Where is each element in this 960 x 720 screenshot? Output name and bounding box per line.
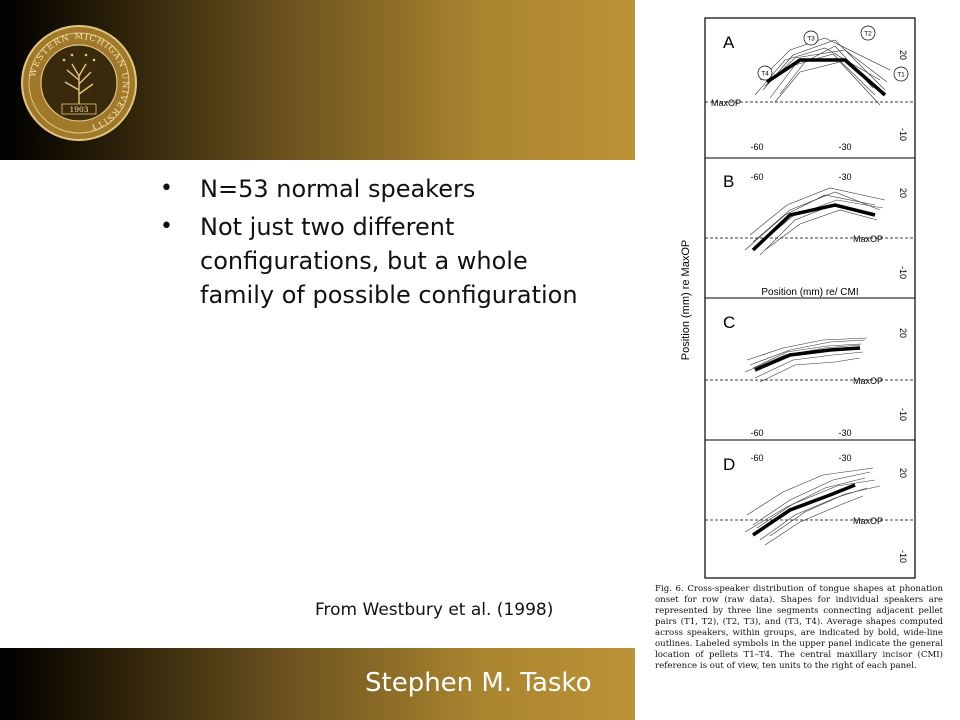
y-tick-label: 20: [898, 188, 908, 198]
x-axis-label: Position (mm) re/ CMI: [761, 287, 858, 298]
pellet-label: T2: [864, 31, 872, 38]
footer-band: [0, 648, 635, 720]
y-tick-label: 20: [898, 50, 908, 60]
x-tick-label: -30: [838, 428, 851, 438]
university-seal: WESTERN MICHIGAN UNIVERSITY 1903: [21, 25, 137, 141]
author-name: Stephen M. Tasko: [365, 668, 592, 698]
speaker-traces: [744, 467, 881, 546]
seal-year: 1903: [69, 105, 88, 114]
maxop-label: MaxOP: [853, 234, 883, 244]
x-tick-label: -60: [750, 142, 763, 152]
y-tick-label: -10: [898, 128, 908, 141]
bullet-item: Not just two different configurations, b…: [160, 210, 600, 312]
source-credit: From Westbury et al. (1998): [315, 600, 554, 620]
x-tick-label: -60: [750, 428, 763, 438]
panel-letter-c: C: [723, 313, 735, 332]
mean-shape: [754, 346, 861, 372]
bullet-list: N=53 normal speakers Not just two differ…: [160, 172, 600, 316]
tongue-shape-figure: Position (mm) re MaxOP A MaxOP 20 -10 -6…: [680, 17, 916, 579]
panel-letter-a: A: [723, 33, 735, 52]
figure-caption: Fig. 6. Cross-speaker distribution of to…: [655, 584, 943, 671]
pellet-label: T1: [897, 72, 905, 79]
pellet-markers: T4 T3 T2 T1: [757, 25, 909, 82]
maxop-label: MaxOP: [711, 98, 741, 108]
mean-shape: [752, 483, 856, 537]
star-icon: [62, 53, 96, 62]
x-tick-label: -30: [838, 453, 851, 463]
maxop-label: MaxOP: [853, 516, 883, 526]
y-axis-label: Position (mm) re MaxOP: [680, 240, 692, 360]
y-tick-label: -10: [898, 408, 908, 421]
pellet-label: T3: [807, 36, 815, 43]
panel-letter-d: D: [723, 455, 735, 474]
x-tick-label: -30: [838, 172, 851, 182]
speaker-traces: [744, 337, 868, 383]
x-tick-label: -60: [750, 453, 763, 463]
y-tick-label: 20: [898, 468, 908, 478]
bullet-item: N=53 normal speakers: [160, 172, 600, 206]
x-tick-label: -30: [838, 142, 851, 152]
y-tick-label: 20: [898, 328, 908, 338]
panel-letter-b: B: [723, 172, 734, 191]
y-tick-label: -10: [898, 550, 908, 563]
mean-shape: [766, 58, 887, 97]
y-tick-label: -10: [898, 266, 908, 279]
mean-shape: [751, 203, 876, 252]
x-tick-label: -60: [750, 172, 763, 182]
maxop-label: MaxOP: [853, 376, 883, 386]
pellet-label: T4: [761, 71, 769, 78]
